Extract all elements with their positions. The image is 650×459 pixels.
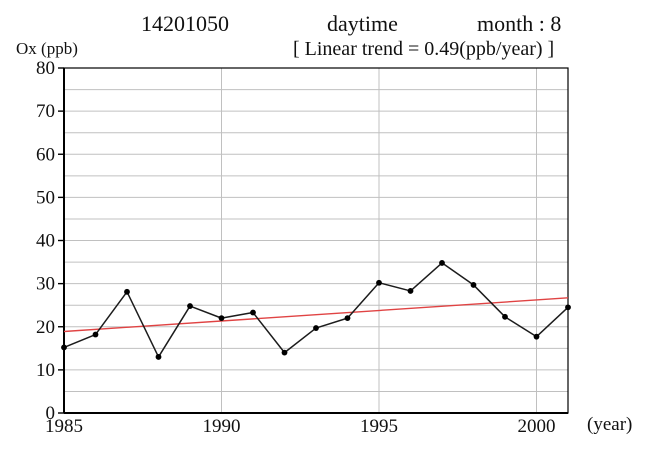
y-tick-label: 30 [36,274,55,295]
y-tick-label: 20 [36,317,55,338]
data-point [313,325,319,331]
data-point [61,344,67,351]
x-axis-unit-label: (year) [587,414,633,435]
data-point [187,303,193,309]
x-tick-label: 1990 [203,416,241,437]
month-label: month : 8 [477,11,562,36]
y-axis-unit-label: Ox (ppb) [16,39,78,58]
y-tick-label: 70 [36,101,55,122]
data-point [407,288,414,294]
data-point [155,354,162,360]
data-point [281,349,288,356]
y-tick-label: 10 [36,360,55,381]
data-point [376,279,382,286]
data-point [218,315,225,322]
station-id: 14201050 [141,11,229,36]
data-point [344,315,351,322]
data-point [92,331,99,338]
period-label: daytime [327,11,398,36]
trend-line [63,297,569,333]
data-point [533,333,540,340]
data-point [250,309,256,316]
x-tick-label: 1995 [360,416,398,437]
y-tick-label: 0 [46,403,56,424]
data-point [439,260,445,266]
y-tick-label: 50 [36,187,55,208]
data-point [470,282,477,288]
y-tick-label: 60 [36,144,55,165]
x-tick-label: 1985 [45,416,83,437]
x-tick-label: 2000 [518,416,556,437]
linear-trend-label: [ Linear trend = 0.49(ppb/year) ] [293,38,555,60]
data-point [124,288,130,295]
y-tick-label: 40 [36,231,55,252]
data-point [502,313,508,320]
y-tick-label: 80 [36,58,55,79]
data-point [565,304,571,311]
data-line [63,262,569,358]
